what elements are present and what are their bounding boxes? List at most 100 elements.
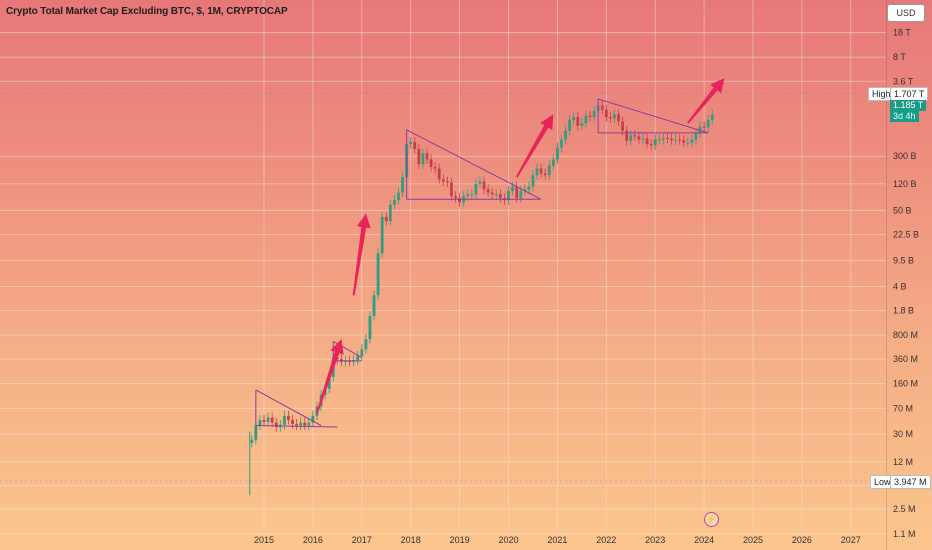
candle-body (494, 194, 498, 196)
candle-body (625, 130, 629, 141)
price-axis-label: 1.8 B (893, 306, 914, 316)
candle-body (551, 159, 555, 166)
candle-body (307, 422, 311, 426)
candle-body (633, 135, 637, 137)
candle-body (445, 181, 449, 183)
candle-body (560, 139, 563, 148)
candle-body (380, 217, 384, 254)
candle-body (568, 119, 572, 131)
projection-arrow (352, 213, 371, 296)
time-axis-label: 2024 (694, 535, 714, 545)
candle-body (608, 117, 612, 119)
candle-body (425, 153, 429, 160)
candle-body (250, 439, 254, 443)
candle-body (262, 419, 266, 422)
price-axis-divider (886, 0, 887, 550)
price-axis-label: 4 B (893, 282, 907, 292)
time-axis-label: 2017 (352, 535, 372, 545)
candle-body (372, 295, 376, 317)
candle-body (287, 415, 290, 420)
candle-body (393, 200, 396, 205)
price-axis-label: 360 M (893, 354, 918, 364)
candle-body (417, 149, 421, 165)
candle-body (653, 139, 657, 146)
triangle-bottom-line (255, 425, 338, 428)
candle-body (486, 189, 490, 193)
candle-body (498, 194, 502, 199)
bar-countdown-tag: 3d 4h (890, 111, 919, 122)
candle-body (454, 196, 457, 199)
candle-body (617, 114, 620, 122)
candle-body (649, 144, 653, 146)
candle-body (547, 165, 551, 176)
candle-body (641, 138, 645, 140)
candle-body (511, 186, 514, 191)
candle-body (670, 138, 673, 141)
candle-body (539, 168, 543, 174)
candle-body (637, 136, 641, 140)
candle-body (527, 186, 531, 190)
chart-title: Crypto Total Market Cap Excluding BTC, $… (6, 6, 288, 17)
time-axis-label: 2022 (596, 535, 616, 545)
time-axis-label: 2018 (401, 535, 421, 545)
price-axis-label: 30 M (893, 429, 913, 439)
candle-body (360, 349, 364, 357)
candle-body (401, 177, 404, 193)
candle-body (543, 173, 547, 176)
projection-arrow (316, 339, 344, 414)
time-axis-label: 2026 (792, 535, 812, 545)
time-axis-label: 2016 (303, 535, 323, 545)
projection-arrow (515, 114, 554, 178)
price-axis-label: 800 M (893, 330, 918, 340)
candle-body (299, 422, 303, 426)
candle-body (266, 417, 270, 422)
time-axis-label: 2019 (450, 535, 470, 545)
currency-selector-button[interactable]: USD (887, 4, 925, 22)
candle-body (466, 194, 470, 197)
candle-body (682, 140, 686, 143)
candle-body (482, 181, 486, 190)
candle-body (564, 130, 567, 140)
projection-arrow (687, 78, 725, 124)
candle-body (388, 204, 392, 222)
low-price-tag: 3.947 M (890, 475, 931, 489)
candle-body (613, 114, 616, 119)
candle-body (645, 138, 649, 145)
candle-body (474, 183, 478, 195)
price-axis-label: 18 T (893, 28, 911, 38)
candle-body (580, 123, 584, 126)
candle-body (397, 192, 400, 201)
candle-body (657, 139, 661, 141)
candle-body (531, 175, 535, 187)
candle-body (295, 424, 298, 426)
price-axis-label: 70 M (893, 404, 913, 414)
high-price-tag: 1.707 T (890, 87, 929, 101)
current-price-tag: 1.185 T (890, 100, 927, 111)
candle-body (710, 114, 714, 120)
candle-body (356, 356, 360, 361)
candle-body (458, 198, 461, 203)
candle-body (702, 126, 706, 128)
candle-body (621, 121, 624, 131)
candle-body (470, 194, 474, 196)
candle-body (588, 115, 592, 118)
candle-body (535, 168, 539, 176)
candle-body (327, 376, 331, 389)
candle-body (413, 142, 417, 150)
candle-body (584, 115, 588, 124)
triangle-top-line (255, 389, 322, 426)
time-axis-label: 2027 (841, 535, 861, 545)
price-axis-label: 50 B (893, 205, 912, 215)
lightning-icon[interactable]: ⚡ (704, 512, 719, 527)
candle-body (303, 422, 307, 426)
candle-body (311, 415, 315, 423)
candle-body (490, 192, 494, 195)
candle-body (604, 109, 608, 118)
candle-body (706, 119, 710, 128)
candle-body (686, 142, 690, 144)
time-axis-label: 2015 (254, 535, 274, 545)
candle-body (376, 253, 380, 296)
candle-body (364, 339, 368, 350)
